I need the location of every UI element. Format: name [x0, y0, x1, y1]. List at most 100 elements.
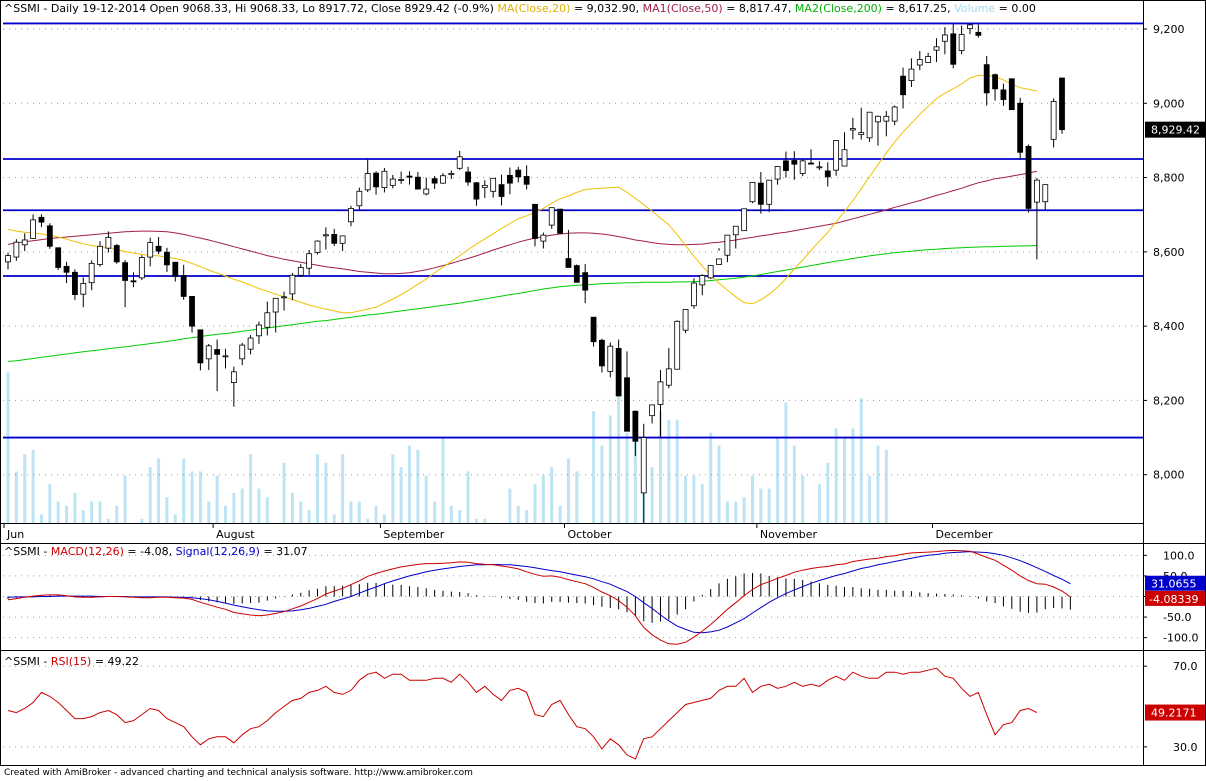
- volume-bar: [215, 475, 219, 523]
- moving-averages: [7, 74, 1038, 362]
- footer-credit: Created with AmiBroker - advanced charti…: [4, 768, 473, 778]
- volume-bar: [198, 471, 202, 523]
- candle-up: [908, 68, 915, 82]
- candle-down: [38, 216, 45, 223]
- price-tick-label: 8,200: [1153, 394, 1185, 407]
- candle-down: [615, 348, 622, 397]
- volume-bar: [675, 419, 679, 523]
- volume-bar: [282, 462, 286, 523]
- macd-value: = -4.08,: [123, 545, 173, 558]
- candle-up: [749, 181, 756, 203]
- candle-down: [189, 296, 195, 327]
- candle-up: [1033, 179, 1040, 203]
- candle-down: [757, 182, 764, 205]
- candle-up: [774, 166, 781, 180]
- price-tick-label: 9,000: [1153, 97, 1185, 110]
- ma50-value: = 8,817.47,: [722, 2, 792, 15]
- volume-bar: [658, 411, 662, 523]
- volume-bar: [81, 510, 85, 523]
- candle-down: [992, 74, 998, 90]
- candle-down: [783, 160, 789, 171]
- macd-label: MACD(12,26): [50, 545, 124, 558]
- volume-bar: [56, 501, 60, 523]
- volume-bar: [843, 437, 846, 523]
- candle-down: [573, 265, 580, 283]
- candle-down: [473, 182, 480, 200]
- candle-down: [498, 184, 505, 197]
- candle-down: [465, 171, 471, 183]
- candle-up: [356, 190, 363, 207]
- candle-up: [13, 241, 20, 258]
- candle-down: [63, 265, 70, 273]
- candle-up: [247, 337, 254, 350]
- candle-up: [665, 368, 672, 386]
- candle-up: [607, 345, 614, 372]
- price-tick-label: 8,600: [1153, 246, 1185, 259]
- volume-bar: [525, 510, 529, 523]
- candle-down: [624, 377, 630, 432]
- volume-bar: [190, 471, 194, 523]
- ma50-label: MA1(Close,50): [642, 2, 723, 15]
- volume-bar: [98, 501, 102, 523]
- signal-value: = 31.07: [259, 545, 308, 558]
- volume-bar: [458, 510, 462, 523]
- volume-bar: [600, 445, 604, 523]
- price-tick-label: 8,400: [1153, 320, 1185, 333]
- candle-up: [741, 208, 748, 232]
- candle-up: [105, 236, 112, 249]
- x-tick-label: November: [760, 528, 818, 541]
- volume-bar: [265, 497, 269, 523]
- candle-down: [824, 170, 831, 178]
- candle-up: [205, 345, 212, 360]
- volume-bar: [349, 501, 353, 523]
- macd-symbol: ^SSMI: [4, 545, 40, 558]
- macd-header: ^SSMI - MACD(12,26) = -4.08, Signal(12,2…: [4, 545, 308, 558]
- price-gridlines: [3, 28, 1147, 476]
- volume-bar: [859, 398, 863, 523]
- volume-bar: [123, 475, 127, 523]
- candle-up: [389, 178, 396, 186]
- candle-up: [1050, 101, 1057, 140]
- volume-bar: [776, 437, 780, 523]
- volume-bar: [608, 415, 612, 523]
- volume-bar: [575, 471, 579, 523]
- candle-up: [916, 59, 923, 66]
- ma20-value: = 9,032.90,: [570, 2, 640, 15]
- volume-bar: [817, 484, 821, 523]
- volume-bar: [207, 501, 211, 523]
- candle-down: [1017, 102, 1024, 153]
- candle-down: [172, 261, 179, 277]
- volume-bar: [182, 458, 186, 523]
- rsi-tick-label: 30.0: [1173, 741, 1198, 754]
- volume-bar: [23, 454, 27, 523]
- volume-bar: [307, 510, 311, 523]
- volume-bar: [884, 449, 888, 523]
- price-tick-label: 8,000: [1153, 469, 1185, 482]
- candle-up: [649, 404, 656, 417]
- candle-down: [532, 203, 538, 239]
- candle-down: [808, 162, 814, 165]
- candle-up: [766, 179, 773, 205]
- volume-bar: [533, 484, 537, 523]
- volume-bar: [792, 445, 796, 523]
- rsi-symbol: ^SSMI: [4, 655, 40, 668]
- candle-up: [732, 225, 739, 236]
- volume-bar: [290, 492, 294, 523]
- candle-up: [849, 128, 856, 131]
- candle-down: [515, 169, 522, 178]
- candle-up: [264, 312, 271, 328]
- candle-down: [582, 272, 589, 291]
- candle-down: [214, 349, 221, 355]
- macd-tick-label: -50.0: [1163, 611, 1191, 624]
- candle-up: [21, 239, 28, 246]
- candle-down: [414, 176, 421, 190]
- candle-down: [373, 172, 379, 188]
- candle-down: [431, 178, 438, 184]
- volume-bar: [391, 454, 395, 523]
- price-summary: - Daily 19-12-2014 Open 9068.33, Hi 9068…: [39, 2, 494, 15]
- volume-bar: [834, 428, 838, 523]
- volume-bar: [483, 518, 487, 523]
- candle-up: [30, 219, 36, 239]
- volume-bar: [299, 501, 303, 523]
